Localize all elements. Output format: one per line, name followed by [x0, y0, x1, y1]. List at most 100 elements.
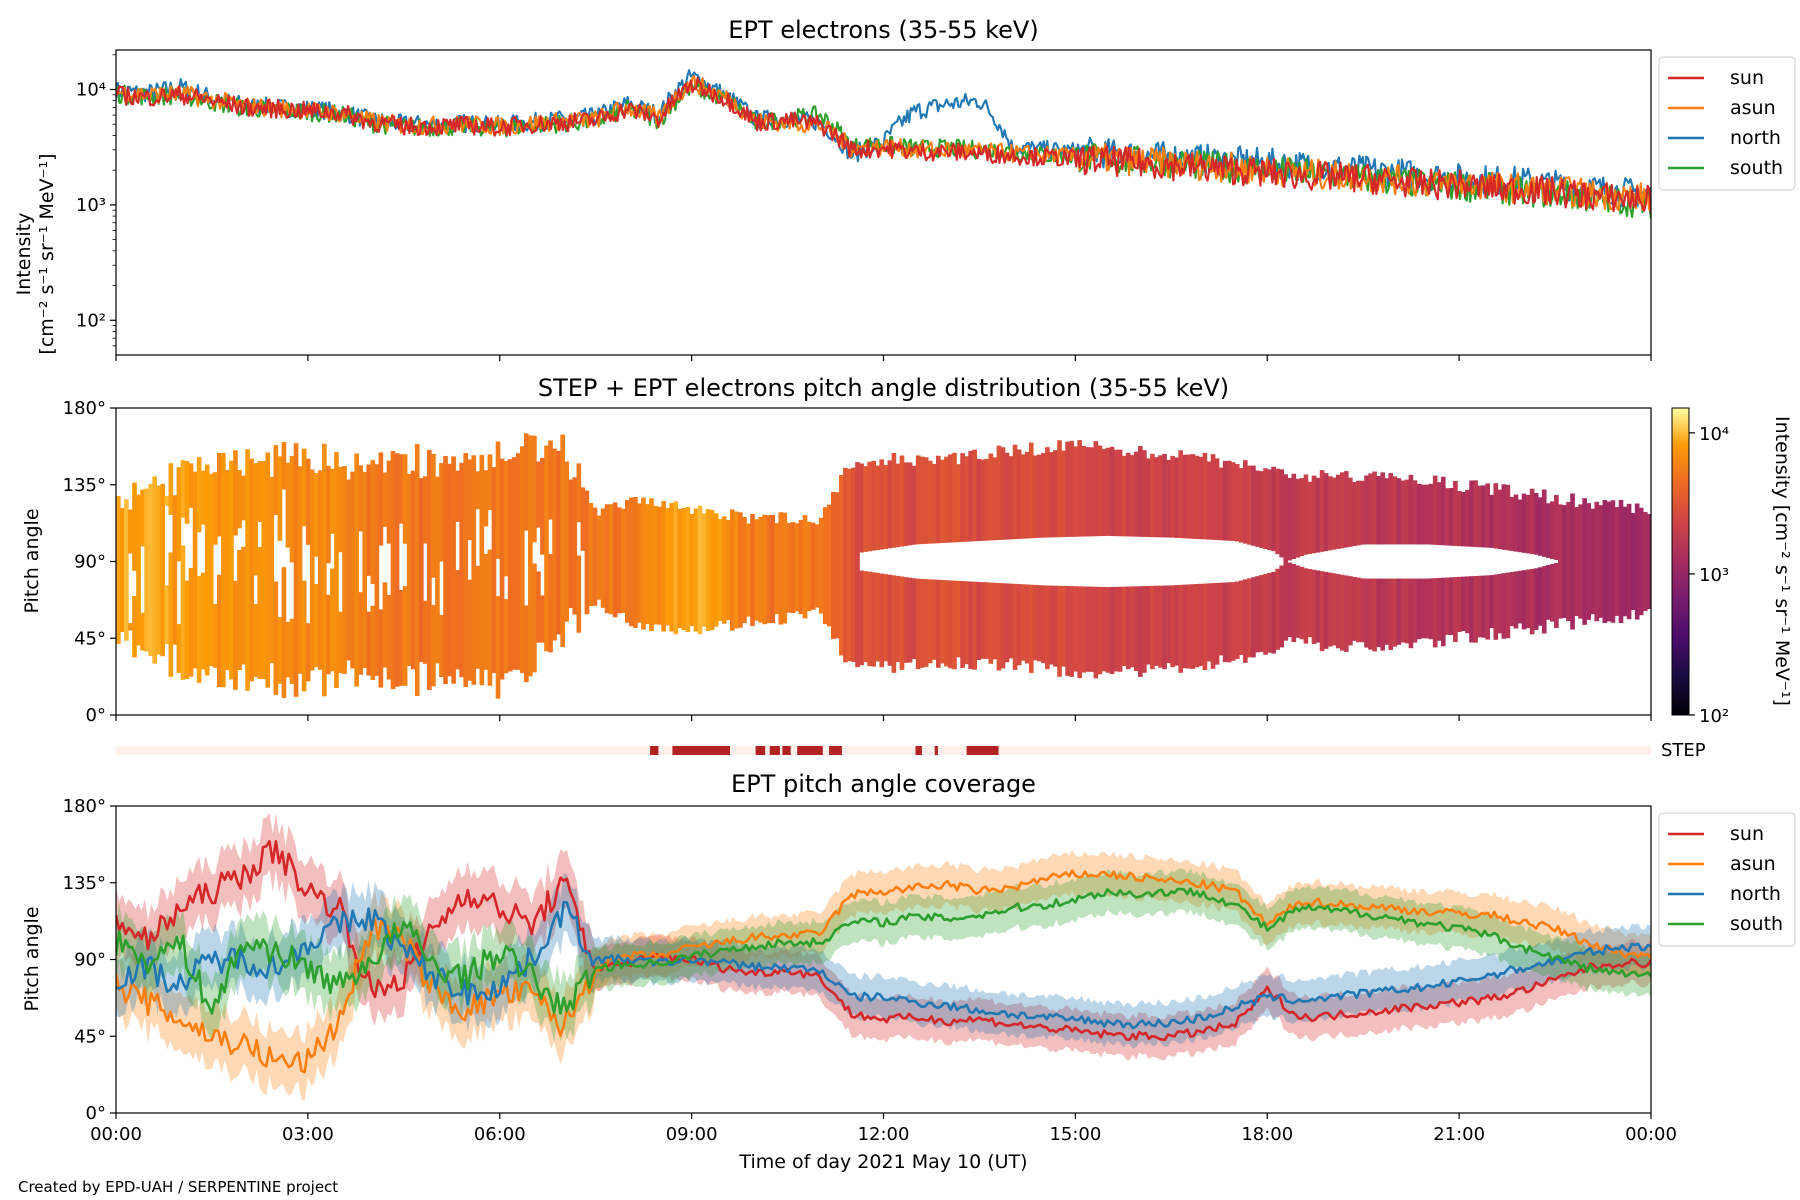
- heatmap-cell: [1541, 566, 1547, 634]
- panel4-bands: [116, 812, 1651, 1101]
- heatmap-cell: [402, 454, 408, 544]
- heatmap-cell: [1133, 586, 1139, 672]
- heatmap-cell: [1178, 584, 1184, 673]
- heatmap-cell: [1230, 462, 1236, 541]
- heatmap-cell: [293, 443, 299, 697]
- heatmap-cell: [435, 476, 440, 664]
- heatmap-cell: [1582, 498, 1587, 625]
- heatmap-cell: [871, 572, 877, 667]
- heatmap-cell: [1509, 496, 1515, 551]
- heatmap-cell: [1469, 576, 1474, 643]
- heatmap-cell: [1129, 586, 1135, 668]
- heatmap-cell: [980, 582, 986, 659]
- heatmap-cell: [1509, 572, 1515, 627]
- heatmap-cell: [596, 515, 602, 600]
- heatmap-cell: [1146, 458, 1151, 537]
- heatmap-cell: [1360, 480, 1365, 545]
- heatmap-cell: [160, 483, 166, 657]
- heatmap-cell: [1255, 470, 1260, 547]
- heatmap-cell: [891, 453, 897, 548]
- heatmap-cell: [830, 491, 836, 639]
- heatmap-cell: [1335, 474, 1341, 549]
- legend1-north-label: north: [1730, 127, 1781, 149]
- heatmap-cell: [374, 464, 380, 676]
- heatmap-cell: [140, 612, 145, 651]
- heatmap-cell: [1319, 571, 1325, 652]
- x-tick-label: 00:00: [90, 1124, 142, 1145]
- heatmap-cell: [907, 462, 913, 546]
- heatmap-cell: [1279, 565, 1285, 648]
- heatmap-cell: [439, 463, 444, 562]
- heatmap-cell: [1206, 583, 1212, 662]
- heatmap-cell: [1339, 574, 1345, 651]
- heatmap-cell: [992, 582, 998, 660]
- heatmap-cell: [697, 505, 703, 635]
- heatmap-cell: [233, 450, 238, 536]
- heatmap-cell: [709, 510, 715, 631]
- heatmap-cell: [326, 594, 331, 675]
- heatmap-cell: [689, 514, 695, 627]
- heatmap-cell: [552, 448, 557, 641]
- heatmap-cell: [536, 461, 541, 528]
- heatmap-cell: [1469, 480, 1474, 547]
- heatmap-cell: [1610, 500, 1616, 623]
- heatmap-cell: [1028, 584, 1034, 673]
- heatmap-cell: [184, 461, 190, 524]
- heatmap-cell: [1028, 442, 1034, 539]
- heatmap-cell: [196, 457, 202, 533]
- heatmap-cell: [923, 579, 929, 667]
- heatmap-cell: [366, 464, 372, 576]
- heatmap-cell: [253, 604, 258, 677]
- heatmap-cell: [1093, 586, 1099, 679]
- heatmap-cell: [402, 586, 408, 686]
- heatmap-cell: [1117, 586, 1123, 672]
- heatmap-cell: [1323, 473, 1329, 552]
- heatmap-cell: [936, 455, 941, 544]
- heatmap-cell: [544, 445, 549, 652]
- heatmap-cell: [988, 453, 994, 541]
- panel1-series: [116, 69, 1651, 219]
- heatmap-cell: [1291, 473, 1297, 559]
- heatmap-cell: [245, 449, 250, 691]
- heatmap-cell: [370, 605, 376, 680]
- heatmap-cell: [964, 581, 969, 665]
- heatmap-cell: [1024, 584, 1030, 664]
- heatmap-cell: [1424, 578, 1430, 639]
- colorbar-ticks: 10² 10³ 10⁴: [1689, 424, 1729, 727]
- heatmap-cell: [580, 487, 586, 551]
- heatmap-cell: [956, 464, 961, 543]
- heatmap-cell: [200, 572, 206, 670]
- heatmap-cell: [455, 470, 460, 522]
- heatmap-cell: [410, 470, 416, 670]
- heatmap-cell: [1420, 484, 1426, 545]
- heatmap-cell: [285, 621, 291, 678]
- heatmap-cell: [128, 623, 133, 631]
- heatmap-cell: [406, 473, 412, 667]
- heatmap-cell: [1182, 454, 1188, 539]
- heatmap-cell: [483, 553, 489, 670]
- heatmap-cell: [1295, 565, 1301, 638]
- heatmap-cell: [394, 453, 400, 687]
- heatmap-cell: [1376, 578, 1381, 648]
- heatmap-cell: [1533, 568, 1539, 630]
- heatmap-cell: [814, 524, 820, 608]
- y-tick-label: 0°: [86, 705, 106, 726]
- heatmap-cell: [1550, 501, 1555, 559]
- heatmap-cell: [919, 456, 925, 545]
- heatmap-cell: [273, 445, 279, 516]
- heatmap-cell: [956, 580, 961, 658]
- heatmap-cell: [1121, 455, 1127, 537]
- heatmap-cell: [1109, 586, 1115, 674]
- heatmap-cell: [1303, 568, 1309, 644]
- heatmap-cell: [633, 496, 638, 628]
- heatmap-cell: [717, 519, 723, 622]
- heatmap-cell: [1299, 566, 1305, 640]
- heatmap-cell: [208, 473, 214, 667]
- legend4-asun-label: asun: [1730, 853, 1776, 875]
- heatmap-cell: [398, 589, 404, 686]
- heatmap-cell: [378, 609, 384, 688]
- heatmap-cell: [1089, 586, 1095, 672]
- heatmap-cell: [152, 476, 157, 664]
- heatmap-cell: [867, 571, 872, 667]
- heatmap-cell: [1465, 576, 1470, 634]
